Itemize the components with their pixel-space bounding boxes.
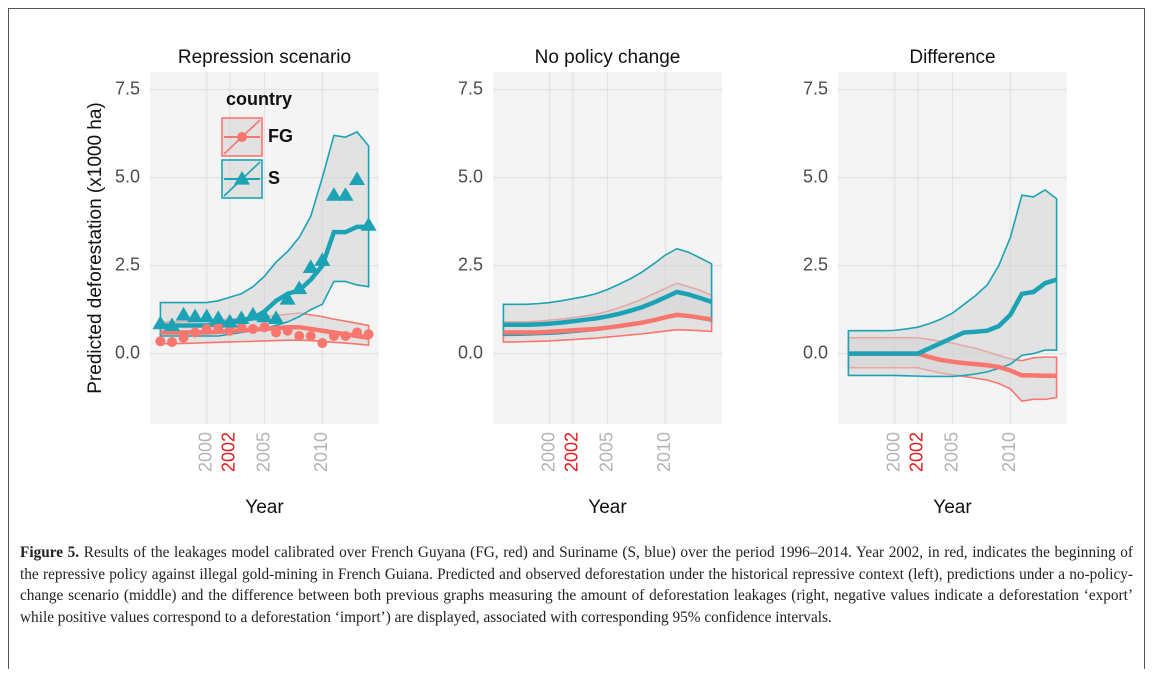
observed-point bbox=[210, 310, 227, 324]
observed-point bbox=[360, 217, 377, 231]
legend-title: country bbox=[226, 89, 292, 109]
x-tick-label: 2005 bbox=[253, 432, 273, 472]
observed-point bbox=[224, 325, 235, 336]
x-tick-label: 2000 bbox=[883, 432, 903, 472]
observed-point bbox=[282, 325, 293, 336]
x-axis-label: Year bbox=[245, 497, 284, 518]
observed-point bbox=[163, 317, 180, 332]
y-tick-label: 7.5 bbox=[803, 78, 828, 98]
observed-point bbox=[268, 310, 285, 324]
y-tick-label: 5.0 bbox=[115, 166, 140, 186]
caption-text: Results of the leakages model calibrated… bbox=[20, 544, 1133, 626]
y-tick-label: 2.5 bbox=[458, 254, 483, 274]
y-tick-label: 0.0 bbox=[115, 342, 140, 362]
prediction-line bbox=[848, 277, 1058, 356]
observed-point bbox=[201, 323, 212, 334]
prediction-line bbox=[503, 289, 713, 327]
y-tick-label: 2.5 bbox=[803, 254, 828, 274]
y-axis-label: Predicted deforestation (x1000 ha) bbox=[85, 102, 106, 394]
legend-marker bbox=[237, 132, 247, 142]
observed-point bbox=[178, 332, 189, 343]
observed-point bbox=[155, 336, 166, 347]
observed-point bbox=[190, 327, 201, 338]
y-tick-label: 2.5 bbox=[115, 254, 140, 274]
prediction-line bbox=[503, 312, 712, 335]
observed-point bbox=[337, 187, 354, 201]
panel-title: Difference bbox=[909, 47, 995, 68]
legend-label: FG bbox=[268, 126, 293, 146]
observed-point bbox=[328, 331, 339, 341]
observed-point bbox=[314, 252, 331, 266]
panel-title: Repression scenario bbox=[178, 47, 351, 68]
observed-point bbox=[363, 329, 374, 340]
observed-point bbox=[325, 187, 342, 201]
observed-point bbox=[198, 308, 215, 323]
observed-point bbox=[317, 338, 328, 349]
y-tick-label: 0.0 bbox=[458, 342, 483, 362]
observed-point bbox=[349, 171, 366, 185]
x-tick-label: 2000 bbox=[195, 432, 215, 472]
observed-point bbox=[305, 331, 316, 341]
observed-point bbox=[256, 308, 273, 323]
observed-point bbox=[259, 322, 270, 333]
observed-point bbox=[221, 313, 238, 328]
legend-label: S bbox=[268, 168, 280, 188]
observed-point bbox=[302, 259, 319, 273]
observed-point bbox=[187, 308, 204, 323]
x-tick-label: 2005 bbox=[596, 432, 616, 472]
x-axis-label: Year bbox=[588, 497, 627, 518]
x-tick-label: 2010 bbox=[654, 432, 674, 472]
observed-point bbox=[233, 310, 250, 324]
observed-point bbox=[166, 336, 177, 347]
x-tick-label: 2010 bbox=[311, 432, 331, 472]
y-tick-label: 7.5 bbox=[115, 78, 140, 98]
y-tick-label: 5.0 bbox=[458, 166, 483, 186]
observed-point bbox=[152, 315, 169, 330]
observed-point bbox=[279, 291, 296, 305]
observed-point bbox=[175, 306, 192, 321]
observed-point bbox=[294, 331, 305, 341]
x-tick-label: 2002 bbox=[562, 432, 582, 472]
y-tick-label: 0.0 bbox=[803, 342, 828, 362]
frame bbox=[8, 8, 1145, 669]
observed-point bbox=[291, 280, 308, 295]
x-tick-label: 2010 bbox=[999, 432, 1019, 472]
observed-point bbox=[352, 327, 363, 338]
caption: Figure 5. Results of the leakages model … bbox=[20, 542, 1133, 628]
observed-point bbox=[236, 322, 247, 333]
x-tick-label: 2005 bbox=[941, 432, 961, 472]
x-tick-label: 2000 bbox=[538, 432, 558, 472]
legend-marker bbox=[234, 171, 250, 185]
confidence-band bbox=[847, 188, 1058, 378]
x-tick-label: 2002 bbox=[219, 432, 239, 472]
observed-point bbox=[244, 306, 261, 321]
observed-point bbox=[247, 323, 258, 334]
observed-point bbox=[271, 327, 282, 338]
observed-point bbox=[213, 322, 224, 333]
panel-title: No policy change bbox=[535, 47, 681, 68]
x-axis-label: Year bbox=[933, 497, 972, 518]
y-tick-label: 5.0 bbox=[803, 166, 828, 186]
caption-label: Figure 5. bbox=[20, 544, 80, 561]
y-tick-label: 7.5 bbox=[458, 78, 483, 98]
x-tick-label: 2002 bbox=[907, 432, 927, 472]
observed-point bbox=[340, 331, 351, 341]
